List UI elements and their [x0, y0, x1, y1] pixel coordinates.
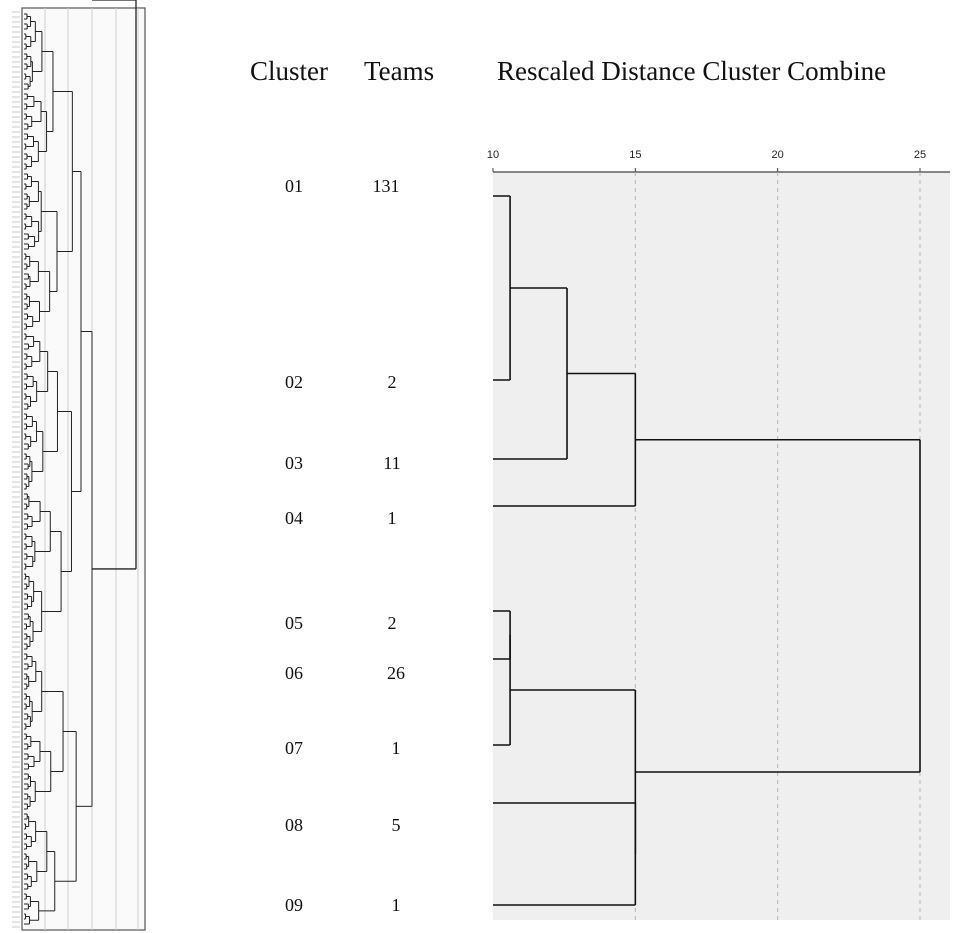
full-dendrogram-overview: [12, 0, 146, 931]
cluster-id: 03: [285, 453, 303, 473]
cluster-id: 08: [285, 815, 303, 835]
cluster-teams: 2: [387, 372, 397, 392]
plot-area: [493, 172, 950, 920]
cluster-teams: 1: [391, 738, 401, 758]
teams-column-header: Teams: [364, 56, 435, 86]
cluster-id: 04: [285, 508, 303, 528]
cluster-teams: 131: [372, 176, 400, 196]
cluster-id: 01: [285, 176, 303, 196]
cluster-teams: 11: [383, 453, 401, 473]
cluster-id: 07: [285, 738, 303, 758]
cluster-id: 05: [285, 613, 303, 633]
axis-tick-label: 20: [772, 149, 784, 161]
cluster-id: 09: [285, 895, 303, 915]
cluster-teams: 1: [391, 895, 401, 915]
axis-tick-label: 15: [629, 149, 641, 161]
cluster-teams: 2: [387, 613, 397, 633]
distance-axis-title: Rescaled Distance Cluster Combine: [497, 56, 887, 86]
cluster-teams: 5: [391, 815, 401, 835]
cluster-id: 02: [285, 372, 303, 392]
axis-tick-label: 25: [914, 149, 926, 161]
cluster-id: 06: [285, 663, 303, 683]
cluster-teams: 26: [387, 663, 405, 683]
cluster-column-header: Cluster: [250, 56, 328, 86]
axis-tick-label: 10: [487, 149, 499, 161]
cluster-teams: 1: [387, 508, 397, 528]
